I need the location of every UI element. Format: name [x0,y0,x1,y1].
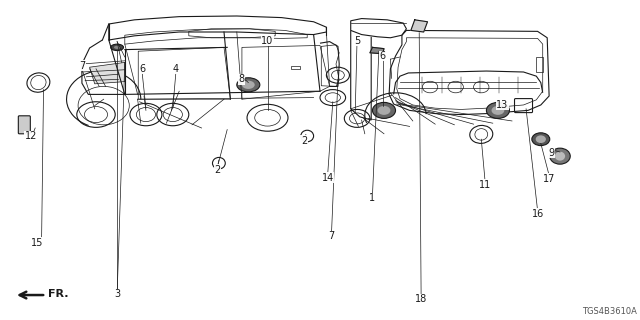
Text: 11: 11 [479,180,492,190]
Ellipse shape [532,133,550,146]
Text: FR.: FR. [48,289,68,299]
Text: 10: 10 [261,36,274,46]
Text: 4: 4 [173,64,179,74]
Polygon shape [370,47,384,54]
Text: 2: 2 [301,136,307,146]
Ellipse shape [486,102,509,118]
Text: 12: 12 [24,131,37,141]
Text: 6: 6 [380,51,386,61]
FancyBboxPatch shape [19,116,30,134]
Ellipse shape [111,44,124,51]
Text: 8: 8 [239,74,245,84]
Ellipse shape [550,148,570,164]
Ellipse shape [378,106,390,115]
Text: 14: 14 [321,172,334,183]
Text: TGS4B3610A: TGS4B3610A [582,307,637,316]
Ellipse shape [114,46,120,49]
Text: 7: 7 [79,60,85,71]
Text: 18: 18 [415,294,428,304]
Ellipse shape [536,135,546,143]
Ellipse shape [372,102,396,118]
Text: 15: 15 [31,237,44,248]
Text: 13: 13 [496,100,509,110]
Text: 5: 5 [354,36,360,46]
Text: 2: 2 [214,164,221,175]
Ellipse shape [242,81,255,89]
Text: 1: 1 [369,193,376,204]
Polygon shape [90,62,125,84]
Text: 17: 17 [543,173,556,184]
Text: 6: 6 [139,64,145,74]
Ellipse shape [237,78,260,92]
Polygon shape [411,20,428,32]
Text: 16: 16 [531,209,544,219]
Text: 9: 9 [548,148,555,158]
Text: 3: 3 [114,289,120,300]
Ellipse shape [555,152,565,161]
Ellipse shape [492,106,504,115]
Text: 7: 7 [328,231,335,241]
